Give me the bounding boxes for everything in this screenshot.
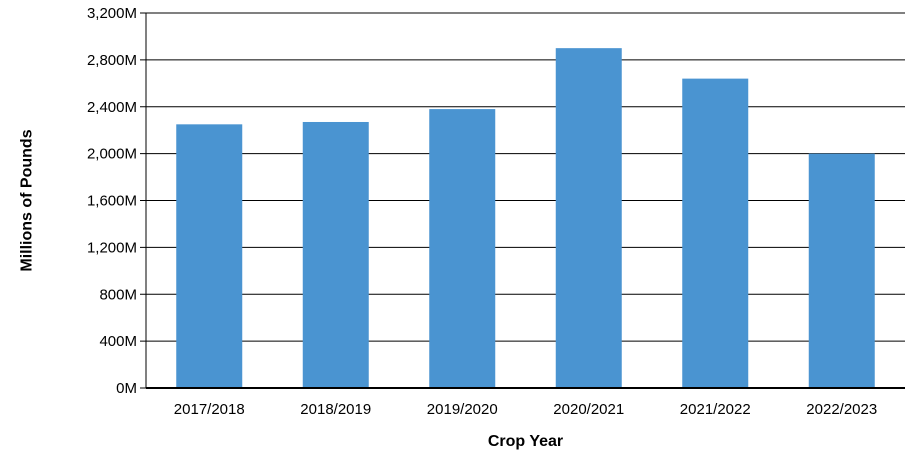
y-tick-label: 2,400M <box>87 99 137 116</box>
x-tick-label: 2022/2023 <box>806 401 877 418</box>
axes <box>140 12 905 389</box>
x-tick-labels: 2017/2018 2018/2019 2019/2020 2020/2021 2021… <box>174 401 877 418</box>
bars <box>176 48 875 388</box>
gridlines <box>146 12 905 342</box>
bar <box>429 109 496 388</box>
y-tick-label: 400M <box>99 333 137 350</box>
bar <box>682 78 749 388</box>
x-axis-title: Crop Year <box>488 433 563 450</box>
y-tick-label: 2,800M <box>87 52 137 69</box>
bar <box>555 48 622 388</box>
y-axis-title: Millions of Pounds <box>19 129 36 271</box>
y-tick-label: 0M <box>116 380 137 397</box>
y-tick-label: 800M <box>99 286 137 303</box>
x-tick-label: 2018/2019 <box>300 401 371 418</box>
x-tick-label: 2019/2020 <box>427 401 498 418</box>
x-tick-label: 2017/2018 <box>174 401 245 418</box>
y-tick-label: 3,200M <box>87 5 137 22</box>
x-tick-label: 2020/2021 <box>553 401 624 418</box>
y-tick-label: 1,600M <box>87 193 137 210</box>
bar <box>176 124 243 388</box>
y-tick-label: 1,200M <box>87 239 137 256</box>
y-tick-label: 2,000M <box>87 146 137 163</box>
y-tick-labels: 0M 400M 800M 1,200M 1,600M 2,000M 2,400M 2,800M… <box>87 5 137 397</box>
x-tick-label: 2021/2022 <box>680 401 751 418</box>
bar <box>302 121 369 388</box>
bar <box>808 153 875 388</box>
